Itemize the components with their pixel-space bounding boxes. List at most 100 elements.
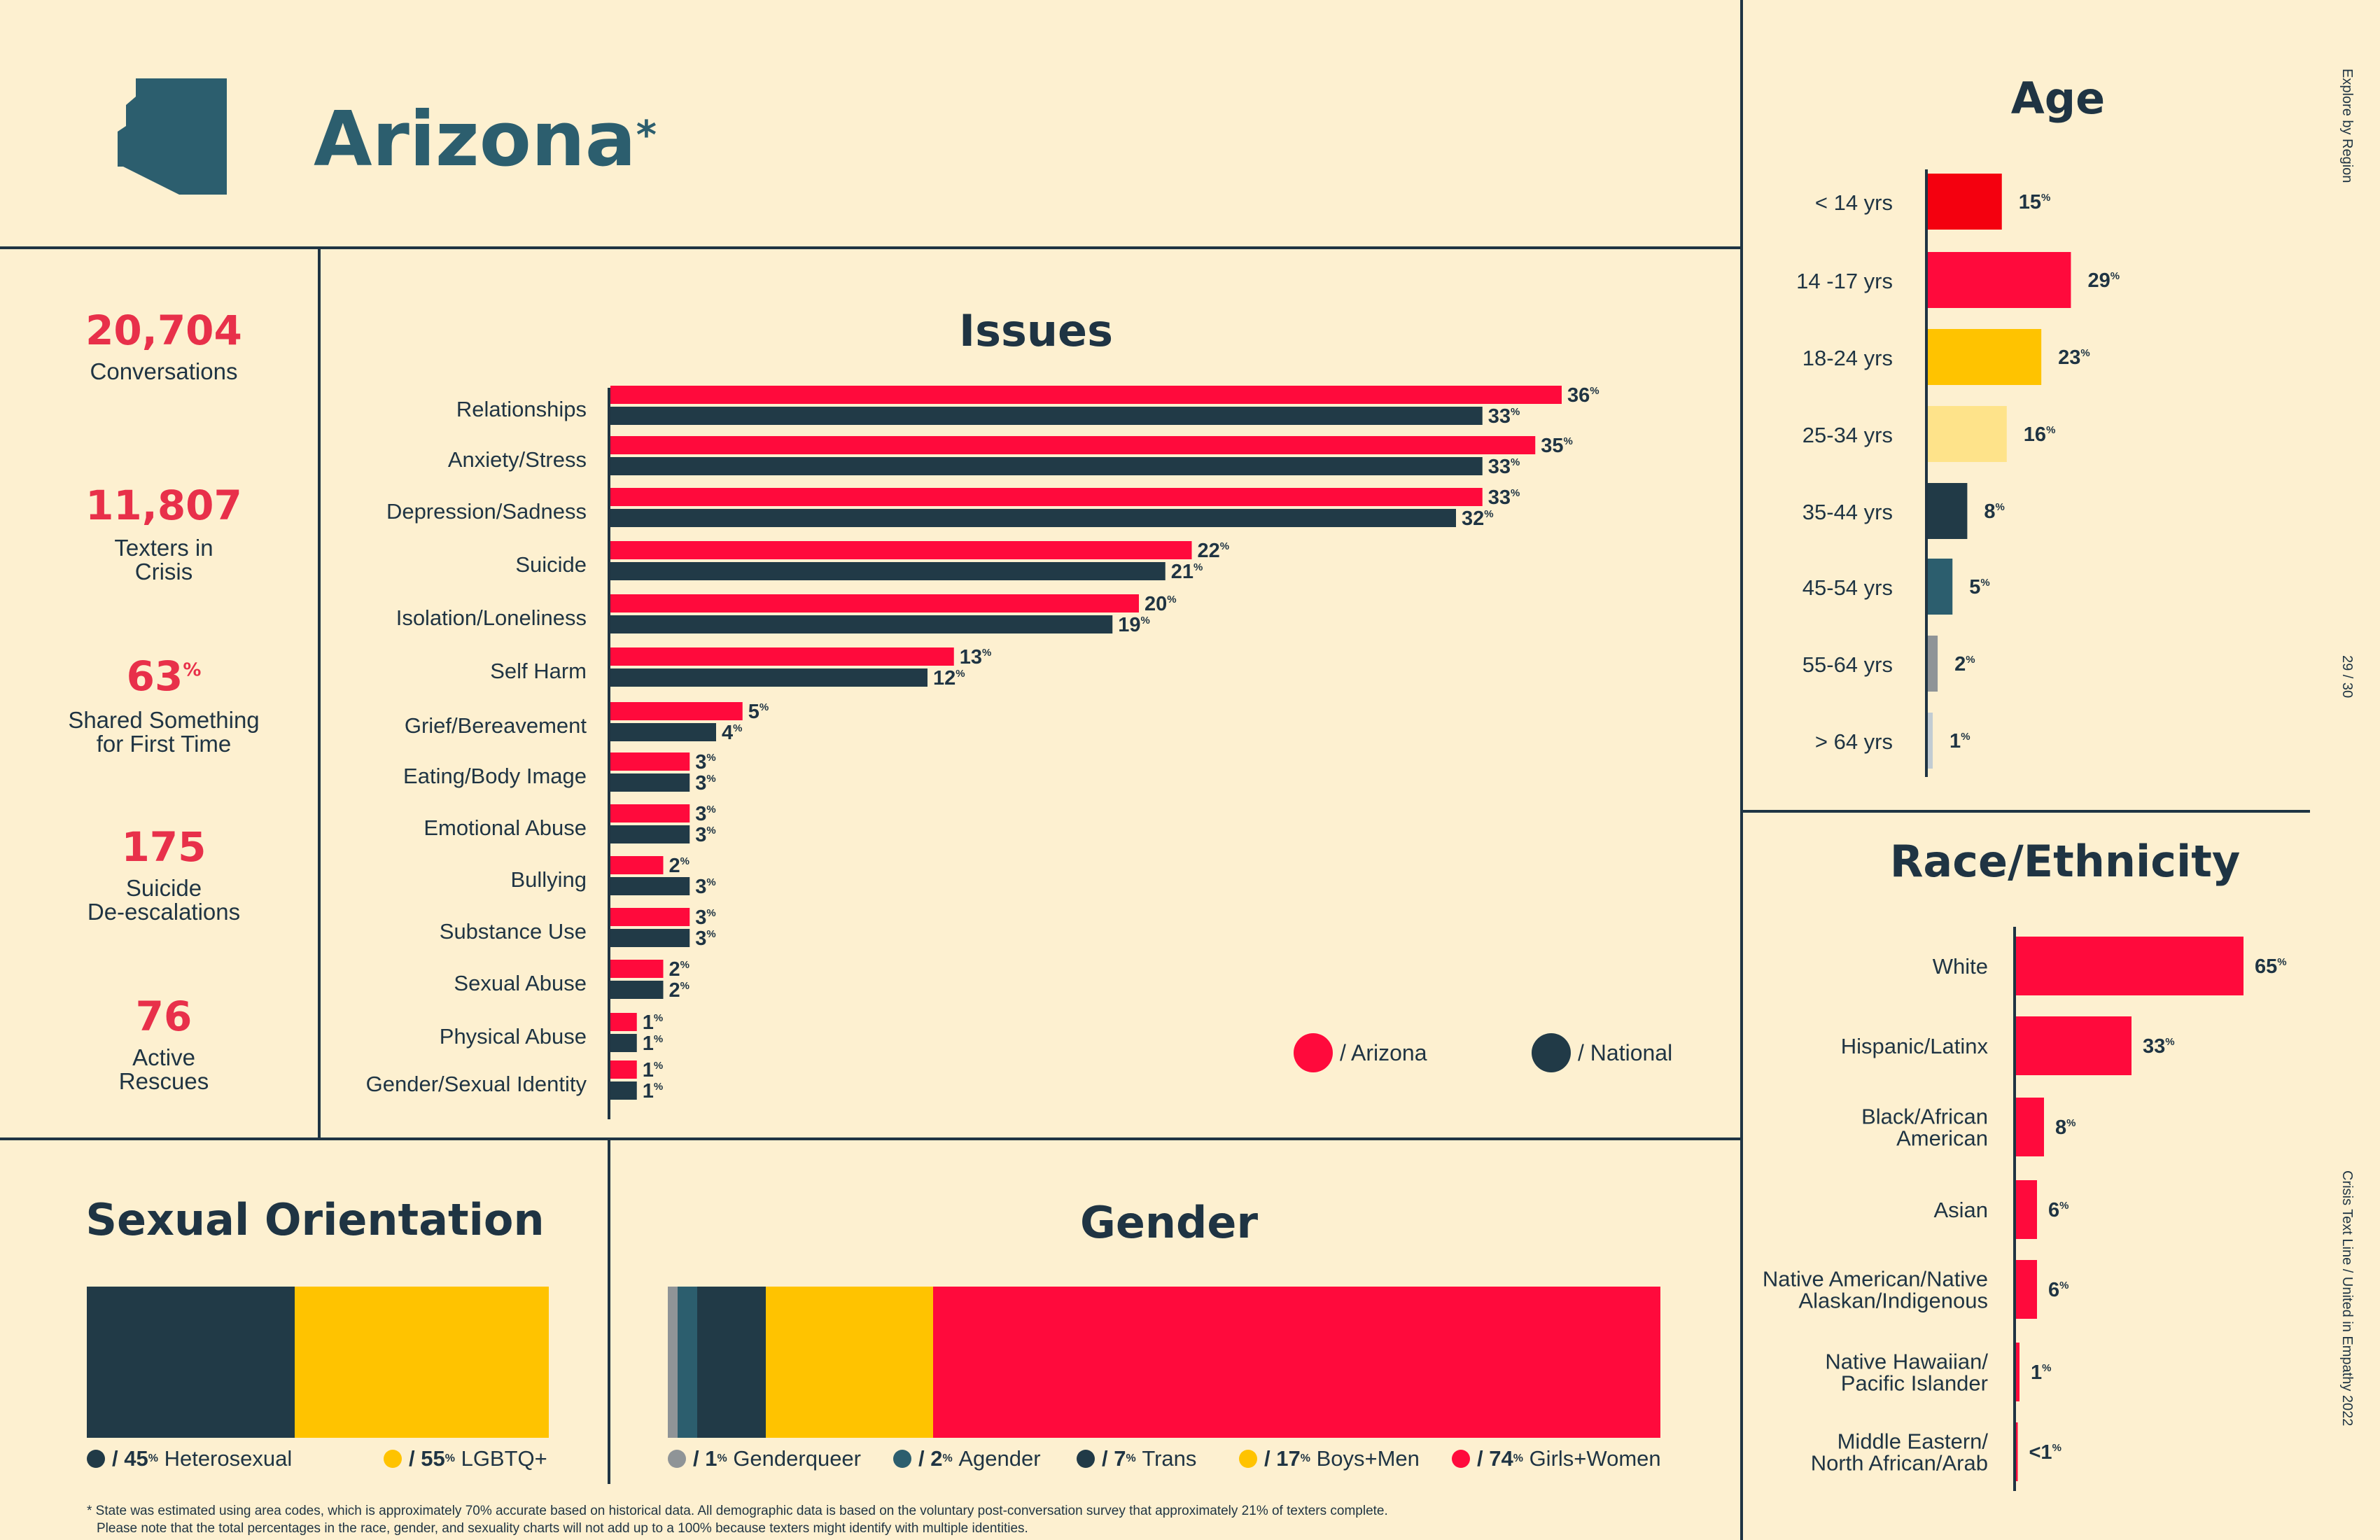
gender-legend-item: / 1% Genderqueer bbox=[668, 1446, 861, 1471]
legend-dot-icon bbox=[668, 1450, 686, 1468]
issues-title: Issues bbox=[959, 305, 1113, 356]
issue-value-label: 35% bbox=[1541, 435, 1573, 457]
race-bar bbox=[2016, 1180, 2037, 1239]
age-category-label: 18-24 yrs bbox=[1802, 346, 1893, 370]
gender-legend-item: / 7% Trans bbox=[1077, 1446, 1196, 1471]
issue-bar-arizona bbox=[610, 752, 690, 771]
issue-category-label: Relationships bbox=[456, 397, 587, 421]
stacked-segment bbox=[933, 1287, 1660, 1438]
explore-by-region-link[interactable]: Explore by Region bbox=[2339, 69, 2355, 183]
age-bar bbox=[1928, 559, 1953, 615]
issue-value-label: 3% bbox=[695, 803, 715, 825]
age-bar bbox=[1928, 636, 1938, 692]
issue-category-label: Bullying bbox=[510, 867, 587, 892]
issue-value-label: 1% bbox=[643, 1080, 663, 1102]
issue-bar-arizona bbox=[610, 1060, 637, 1079]
issue-category-label: Isolation/Loneliness bbox=[396, 606, 587, 630]
gender-legend-item: / 74% Girls+Women bbox=[1452, 1446, 1661, 1471]
race-category-label: Middle Eastern/North African/Arab bbox=[1811, 1429, 1989, 1475]
issue-value-label: 22% bbox=[1198, 540, 1230, 562]
issue-category-label: Self Harm bbox=[490, 659, 587, 683]
stacked-segment bbox=[87, 1287, 295, 1438]
issue-category-label: Anxiety/Stress bbox=[448, 447, 587, 472]
issue-bar-national bbox=[610, 774, 690, 792]
legend-label: Girls+Women bbox=[1522, 1446, 1661, 1471]
stacked-segment bbox=[697, 1287, 766, 1438]
race-category-label: Native American/Native Alaskan/Indigenous bbox=[1763, 1266, 1988, 1312]
issue-bar-arizona bbox=[610, 594, 1139, 612]
issue-value-label: 4% bbox=[722, 722, 742, 744]
stat-label: Conversations bbox=[90, 358, 238, 384]
state-name: Arizona bbox=[314, 96, 636, 183]
race-category-label: Black/African American bbox=[1861, 1104, 1988, 1150]
stat-value: 63% bbox=[17, 652, 311, 700]
issue-bar-national bbox=[610, 877, 690, 895]
credit-text: Crisis Text Line / United in Empathy 202… bbox=[2339, 1170, 2355, 1427]
age-bar bbox=[1928, 329, 2042, 385]
stacked-segment bbox=[295, 1287, 549, 1438]
issue-bar-national bbox=[610, 981, 664, 999]
orientation-stacked-bar bbox=[87, 1287, 549, 1438]
legend-suffix: % bbox=[942, 1452, 953, 1464]
gender-legend-item: / 17% Boys+Men bbox=[1239, 1446, 1420, 1471]
age-axis bbox=[1925, 169, 1928, 777]
arizona-dot-icon bbox=[1294, 1033, 1333, 1072]
legend-suffix: % bbox=[1513, 1452, 1523, 1464]
race-value-label: <1% bbox=[2029, 1441, 2062, 1464]
age-chart: < 14 yrs 15% 14 -17 yrs 29% 18-24 yrs 23% 25-3… bbox=[1796, 169, 2120, 777]
issues-chart: Relationships 36% 33% Anxiety/Stress 35% 33% D… bbox=[366, 384, 1600, 1119]
race-value-label: 6% bbox=[2048, 1279, 2068, 1301]
issue-category-label: Eating/Body Image bbox=[403, 764, 587, 788]
legend-value: / 74 bbox=[1477, 1446, 1513, 1471]
issue-value-label: 3% bbox=[695, 824, 715, 846]
legend-label: Heterosexual bbox=[164, 1446, 293, 1471]
age-value-label: 5% bbox=[1969, 576, 1989, 598]
lgbtq-dot-icon bbox=[384, 1450, 402, 1468]
issue-bar-arizona bbox=[610, 541, 1192, 559]
issue-value-label: 3% bbox=[695, 906, 715, 929]
race-category-label: Hispanic/Latinx bbox=[1841, 1034, 1989, 1058]
gender-title: Gender bbox=[1079, 1197, 1259, 1248]
race-bar bbox=[2016, 1260, 2037, 1319]
issue-bar-national bbox=[610, 825, 690, 844]
issue-bar-arizona bbox=[610, 702, 743, 720]
race-bar bbox=[2016, 1343, 2019, 1401]
issues-axis bbox=[608, 388, 610, 1119]
stat-value: 76 bbox=[135, 993, 192, 1040]
legend-label: Trans bbox=[1135, 1446, 1197, 1471]
issue-bar-national bbox=[610, 457, 1483, 475]
legend-dot-icon bbox=[1077, 1450, 1095, 1468]
gender-legend-item: / 2% Agender bbox=[893, 1446, 1041, 1471]
stat-label: Active Rescues bbox=[118, 1044, 209, 1094]
issue-category-label: Sexual Abuse bbox=[454, 971, 587, 995]
issue-value-label: 19% bbox=[1118, 614, 1150, 636]
race-axis bbox=[2013, 927, 2016, 1491]
stat-label: Shared Something for First Time bbox=[68, 707, 260, 757]
race-value-label: 8% bbox=[2055, 1116, 2076, 1139]
issue-bar-arizona bbox=[610, 1013, 637, 1031]
stat-label: Suicide De-escalations bbox=[87, 875, 241, 925]
issue-value-label: 12% bbox=[933, 667, 965, 690]
issue-value-label: 3% bbox=[695, 751, 715, 774]
age-category-label: 14 -17 yrs bbox=[1796, 269, 1893, 293]
legend-value: / 1 bbox=[693, 1446, 718, 1471]
heterosexual-dot-icon bbox=[87, 1450, 105, 1468]
race-bar bbox=[2016, 1016, 2132, 1075]
legend-suffix: % bbox=[717, 1452, 727, 1464]
legend-suffix: % bbox=[1300, 1452, 1310, 1464]
issue-value-label: 2% bbox=[669, 979, 690, 1002]
age-value-label: 2% bbox=[1954, 653, 1975, 676]
age-value-label: 1% bbox=[1949, 730, 1970, 752]
legend-value: / 17 bbox=[1264, 1446, 1301, 1471]
issue-bar-national bbox=[610, 562, 1166, 580]
issue-bar-national bbox=[610, 407, 1483, 425]
age-bar bbox=[1928, 713, 1933, 769]
issue-bar-national bbox=[610, 509, 1456, 527]
race-value-label: 1% bbox=[2031, 1362, 2051, 1384]
issue-bar-arizona bbox=[610, 804, 690, 822]
issue-category-label: Suicide bbox=[515, 552, 587, 577]
issue-value-label: 20% bbox=[1144, 593, 1177, 615]
legend-heterosexual: / 45% Heterosexual bbox=[87, 1446, 292, 1471]
race-value-label: 6% bbox=[2048, 1199, 2068, 1222]
issue-value-label: 36% bbox=[1567, 384, 1600, 407]
